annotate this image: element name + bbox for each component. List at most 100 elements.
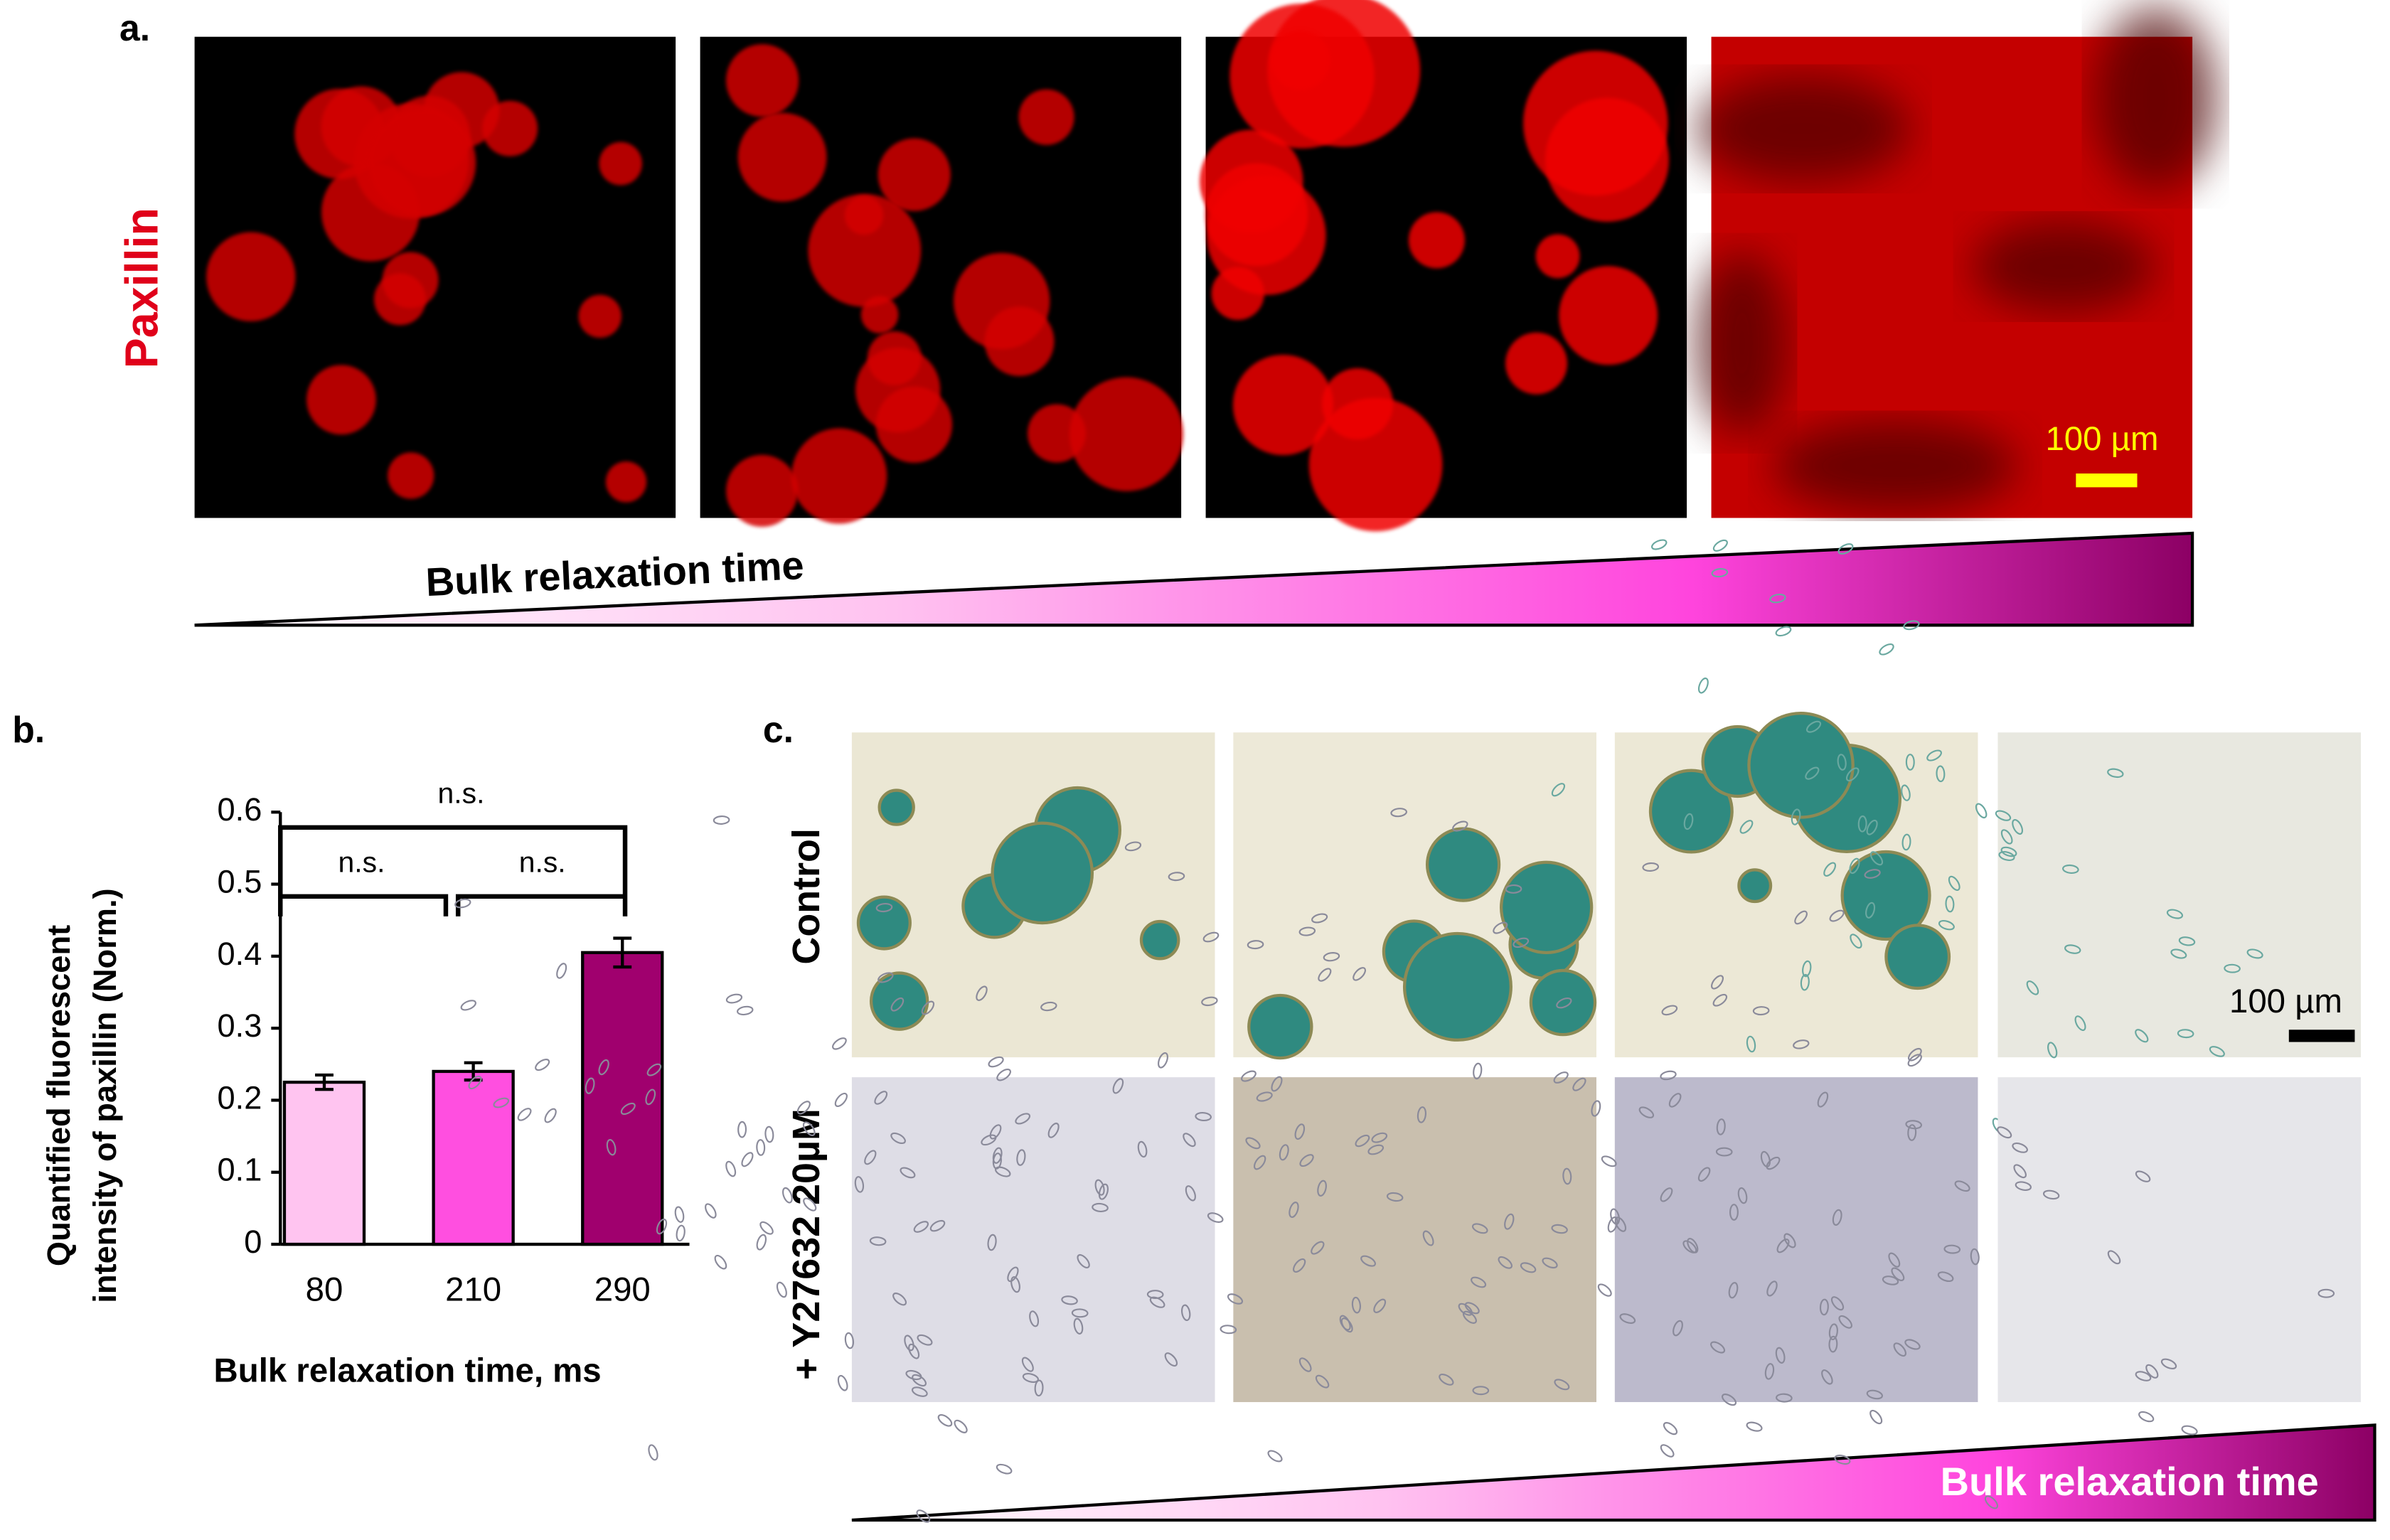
scale-label: 100 µm	[2045, 420, 2158, 458]
cell	[844, 1332, 855, 1349]
cell	[1071, 1308, 1089, 1318]
cell	[1256, 1091, 1273, 1102]
cell	[517, 1108, 532, 1121]
cell	[2012, 1142, 2028, 1153]
cell	[535, 1059, 550, 1071]
cell	[1390, 808, 1407, 818]
cell	[1619, 1313, 1636, 1325]
spheroid	[1018, 89, 1074, 145]
cell	[875, 902, 893, 913]
cell	[1137, 1140, 1148, 1158]
cell	[2064, 944, 2081, 954]
cell	[1554, 1379, 1570, 1391]
cell	[1766, 1280, 1778, 1297]
panel-label: c.	[763, 709, 794, 750]
cell	[585, 1077, 595, 1094]
cell	[1794, 910, 1808, 925]
cell	[1904, 1339, 1921, 1350]
cell	[1247, 940, 1264, 950]
x-axis-title: Bulk relaxation time, ms	[214, 1352, 602, 1390]
cell	[1849, 857, 1860, 875]
cell	[1183, 1133, 1196, 1148]
cell	[1746, 1035, 1756, 1053]
error-bar	[613, 936, 632, 969]
cell	[1775, 1347, 1786, 1364]
cell	[1572, 1077, 1586, 1091]
cell	[1937, 1271, 1954, 1283]
cell	[1551, 1224, 1568, 1234]
cell	[1267, 1450, 1283, 1463]
cell	[1926, 749, 1942, 761]
y-tick-label: 0.6	[218, 791, 262, 828]
spheroid	[1139, 919, 1180, 961]
spheroid	[1505, 332, 1568, 395]
cell	[1828, 1323, 1838, 1340]
cell	[1834, 1454, 1851, 1465]
spheroid	[1232, 354, 1334, 456]
cell	[656, 1218, 668, 1235]
cell	[1943, 1244, 1961, 1254]
y-axis-title: Quantified fluorescent	[41, 925, 77, 1266]
cell	[976, 985, 988, 1001]
cell	[1298, 926, 1316, 936]
cell	[911, 1386, 928, 1397]
cell	[1661, 1005, 1678, 1016]
cell	[1298, 1357, 1312, 1372]
cell	[606, 1139, 617, 1156]
cell	[1185, 1185, 1196, 1202]
cell	[1800, 973, 1810, 991]
cell	[468, 1075, 482, 1090]
cell	[1710, 1341, 1726, 1354]
cell	[648, 1444, 658, 1461]
y-tick-label: 0.1	[218, 1152, 262, 1188]
cell	[1891, 1267, 1905, 1281]
cell	[1021, 1357, 1034, 1372]
cell	[759, 1221, 774, 1235]
cell	[620, 1102, 636, 1116]
cell	[1607, 1216, 1618, 1233]
cell	[1551, 783, 1566, 797]
cell	[1317, 1180, 1327, 1197]
cell	[1819, 1298, 1829, 1316]
cell	[1164, 1352, 1178, 1367]
cell	[1553, 1071, 1569, 1084]
cell	[1112, 1078, 1124, 1094]
spheroid	[726, 44, 799, 117]
cell	[1660, 1444, 1675, 1458]
cell	[1746, 1421, 1763, 1432]
cell	[1728, 1282, 1739, 1299]
cell	[1493, 921, 1508, 934]
cell	[1315, 1374, 1330, 1389]
cell	[2209, 1046, 2225, 1057]
cell	[1220, 1325, 1237, 1335]
cell	[1498, 1256, 1513, 1269]
panel-a: a. Paxillin Bulk relaxation time 100 µm	[116, 0, 2217, 627]
cell	[705, 1203, 717, 1219]
cell	[1094, 1179, 1105, 1196]
cell	[1597, 1283, 1612, 1297]
gradient-wedge	[851, 1423, 2376, 1522]
cell	[1040, 1001, 1057, 1012]
cell	[1712, 993, 1728, 1007]
cell	[1591, 1100, 1601, 1117]
cell	[1857, 815, 1867, 833]
cell	[737, 1005, 754, 1016]
spheroid	[1425, 827, 1501, 902]
cell	[854, 1176, 865, 1193]
cell	[869, 1236, 887, 1246]
cell	[1180, 1304, 1191, 1322]
cell	[1984, 1495, 1999, 1509]
cell	[803, 1197, 817, 1212]
cell	[2170, 948, 2187, 959]
cell	[1201, 996, 1218, 1007]
cell	[1279, 1144, 1289, 1161]
spheroid	[1500, 860, 1594, 955]
cell	[1829, 909, 1845, 922]
spheroid	[1402, 931, 1513, 1042]
cell	[714, 1254, 727, 1270]
cell	[1505, 884, 1522, 894]
spheroid	[860, 296, 899, 333]
cell	[913, 1221, 929, 1233]
significance-bracket	[278, 825, 628, 916]
cell	[1907, 1054, 1922, 1067]
